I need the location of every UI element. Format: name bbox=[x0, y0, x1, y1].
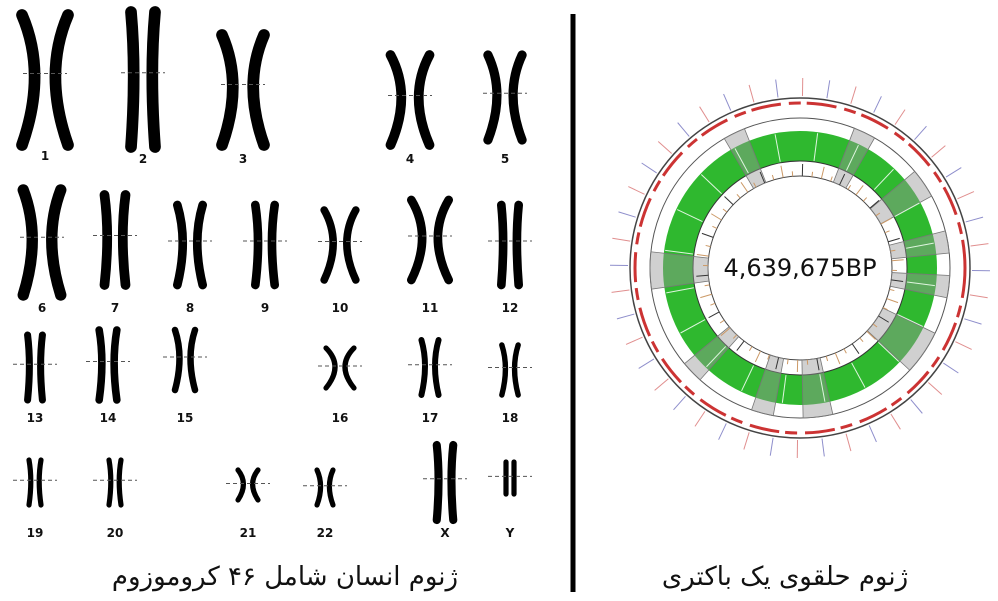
chromatid bbox=[109, 460, 111, 505]
chromosome-label: 19 bbox=[27, 526, 44, 540]
chromosome-label: 20 bbox=[107, 526, 124, 540]
chromosome-label: 6 bbox=[38, 301, 46, 315]
chromatid bbox=[517, 205, 519, 285]
chromosome-label: 5 bbox=[501, 152, 509, 166]
chromosome-label: 4 bbox=[406, 152, 414, 166]
inner-tick bbox=[787, 359, 788, 364]
chromosome-label: 3 bbox=[239, 152, 247, 166]
chromosome-label: 14 bbox=[100, 411, 117, 425]
chromosome-label: 11 bbox=[422, 301, 439, 315]
genome-size: 4,639,675BP bbox=[723, 254, 876, 282]
chromatid bbox=[29, 460, 31, 505]
chromatid bbox=[272, 205, 275, 285]
chromosome-label: 17 bbox=[422, 411, 439, 425]
chromosome-label: 22 bbox=[317, 526, 334, 540]
chromatid bbox=[39, 460, 41, 505]
chromosome-label: 8 bbox=[186, 301, 194, 315]
chromosome-label: 18 bbox=[502, 411, 519, 425]
chromatid bbox=[119, 460, 121, 505]
chromosome-label: 21 bbox=[240, 526, 257, 540]
chromosome-label: 1 bbox=[41, 149, 49, 163]
chromosome-label: 9 bbox=[261, 301, 269, 315]
chromosome-label: 2 bbox=[139, 152, 147, 166]
chromosome-label: 16 bbox=[332, 411, 349, 425]
chromatid bbox=[437, 445, 439, 520]
chromatid bbox=[99, 330, 102, 400]
karyotype-caption: ژنوم انسان شامل ۴۶ کروموزوم bbox=[112, 562, 458, 592]
chromosome-label: 10 bbox=[332, 301, 349, 315]
chromatid bbox=[28, 335, 30, 400]
chromatid bbox=[105, 195, 108, 285]
chromosome-label: 15 bbox=[177, 411, 194, 425]
chromosome-label: Y bbox=[505, 526, 515, 540]
chromatid bbox=[123, 195, 126, 285]
chromosome-label: 13 bbox=[27, 411, 44, 425]
chromatid bbox=[114, 330, 117, 400]
chromosome-label: 7 bbox=[111, 301, 119, 315]
chromatid bbox=[255, 205, 258, 285]
chromosome-label: X bbox=[440, 526, 450, 540]
chromatid bbox=[501, 205, 503, 285]
chromatid bbox=[152, 12, 155, 147]
figure: 12345678910111213141516171819202122XY 4,… bbox=[0, 0, 998, 601]
inner-tick bbox=[812, 172, 813, 177]
genome-caption: ژنوم حلقوی یک باکتری bbox=[662, 562, 908, 592]
chromatid bbox=[41, 335, 43, 400]
chromosome-label: 12 bbox=[502, 301, 519, 315]
chromatid bbox=[451, 445, 453, 520]
chromatid bbox=[131, 12, 134, 147]
